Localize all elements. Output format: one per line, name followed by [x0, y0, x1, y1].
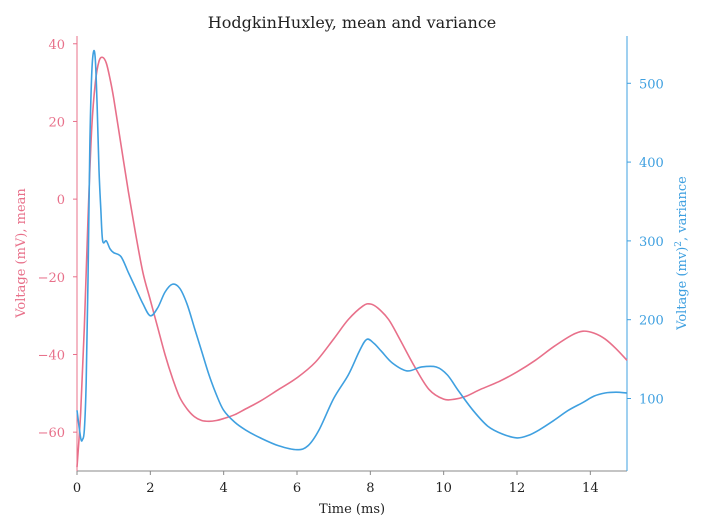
x-tick-label: 12 [509, 481, 526, 496]
axes: 0 2 4 6 8 10 12 14 −60 −40 −20 0 20 40 100 200 300 400 500 [38, 36, 664, 496]
y-axis-label-right-sup: 2 [674, 241, 684, 247]
y-tick-label-right: 400 [639, 156, 664, 171]
y-axis-label-right-main: Voltage (mv) [675, 247, 690, 331]
y-axis-label-right: Voltage (mv)2, variance [674, 176, 690, 331]
series-layer [76, 49, 628, 468]
y-tick-label-left: 0 [57, 193, 65, 208]
y-axis-label-right-tail: , variance [675, 176, 690, 241]
variance-line [76, 49, 628, 451]
y-tick-label-left: −60 [38, 426, 65, 441]
x-tick-label: 6 [293, 481, 301, 496]
x-tick-label: 0 [73, 481, 81, 496]
x-tick-label: 10 [435, 481, 452, 496]
y-tick-label-left: −20 [38, 271, 65, 286]
y-tick-label-right: 100 [639, 393, 664, 408]
mean-line [76, 56, 628, 468]
y-tick-label-left: 40 [48, 38, 65, 53]
x-tick-label: 14 [582, 481, 599, 496]
x-tick-label: 2 [146, 481, 154, 496]
y-tick-label-right: 300 [639, 235, 664, 250]
y-tick-label-right: 200 [639, 314, 664, 329]
y-axis-label-left: Voltage (mV), mean [14, 188, 29, 319]
x-axis-label: Time (ms) [319, 502, 385, 517]
x-tick-label: 4 [220, 481, 228, 496]
y-tick-label-left: 20 [48, 115, 65, 130]
y-tick-label-left: −40 [38, 348, 65, 363]
x-tick-label: 8 [366, 481, 374, 496]
y-tick-label-right: 500 [639, 77, 664, 92]
chart-title: HodgkinHuxley, mean and variance [208, 13, 497, 32]
